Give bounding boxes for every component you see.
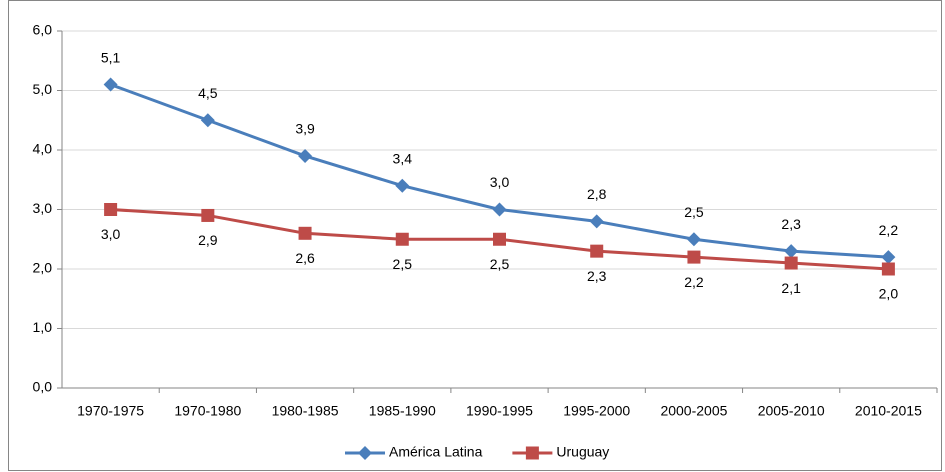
data-label: 2,9 — [198, 232, 218, 248]
chart-border — [8, 0, 942, 471]
data-point — [493, 232, 506, 246]
data-point — [589, 214, 604, 229]
legend-label: Uruguay — [556, 444, 609, 460]
data-point — [104, 203, 118, 216]
data-label: 3,4 — [393, 150, 413, 166]
legend-label: América Latina — [389, 444, 483, 460]
data-label: 2,8 — [587, 186, 607, 202]
y-tick-label: 6,0 — [33, 22, 53, 38]
legend-marker — [358, 446, 372, 460]
y-tick-label: 5,0 — [33, 81, 53, 97]
data-point — [881, 262, 895, 276]
data-label: 2,5 — [393, 256, 413, 272]
data-point — [200, 113, 215, 128]
x-tick-label: 2005-2010 — [758, 403, 825, 419]
y-tick-label: 4,0 — [33, 141, 53, 157]
x-tick-label: 1990-1995 — [466, 403, 533, 419]
data-label: 2,3 — [587, 268, 607, 284]
data-point — [395, 232, 409, 246]
y-tick-label: 3,0 — [33, 200, 53, 216]
x-tick-label: 1970-1980 — [174, 403, 241, 419]
data-label: 2,3 — [781, 216, 801, 232]
data-label: 2,5 — [684, 204, 704, 220]
data-point — [687, 250, 701, 264]
data-point — [298, 226, 312, 240]
data-point — [298, 148, 313, 163]
legend-marker — [525, 446, 539, 460]
data-label: 2,5 — [490, 256, 510, 272]
data-point — [784, 256, 798, 270]
x-tick-label: 1995-2000 — [563, 403, 630, 419]
data-label: 2,2 — [684, 274, 704, 290]
y-tick-label: 2,0 — [33, 260, 53, 276]
x-tick-label: 1985-1990 — [369, 403, 436, 419]
data-point — [492, 202, 507, 217]
data-label: 3,0 — [101, 226, 121, 242]
x-tick-label: 2000-2005 — [660, 403, 727, 419]
data-label: 4,5 — [198, 85, 218, 101]
data-point — [590, 244, 604, 258]
y-tick-label: 1,0 — [33, 319, 53, 335]
data-point — [784, 244, 799, 259]
data-point — [395, 178, 410, 193]
data-point — [881, 250, 896, 265]
x-tick-label: 2010-2015 — [855, 403, 922, 419]
data-point — [103, 77, 118, 92]
data-label: 3,0 — [490, 174, 510, 190]
data-label: 2,2 — [879, 222, 899, 238]
data-label: 3,9 — [295, 121, 315, 137]
series-line — [110, 83, 889, 259]
y-tick-label: 0,0 — [33, 379, 53, 395]
data-point — [201, 208, 215, 222]
data-label: 2,0 — [879, 286, 899, 302]
x-tick-label: 1970-1975 — [77, 403, 144, 419]
data-label: 2,1 — [781, 280, 801, 296]
data-label: 2,6 — [295, 250, 315, 266]
data-label: 5,1 — [101, 49, 121, 65]
data-point — [686, 232, 701, 247]
x-tick-label: 1980-1985 — [272, 403, 339, 419]
